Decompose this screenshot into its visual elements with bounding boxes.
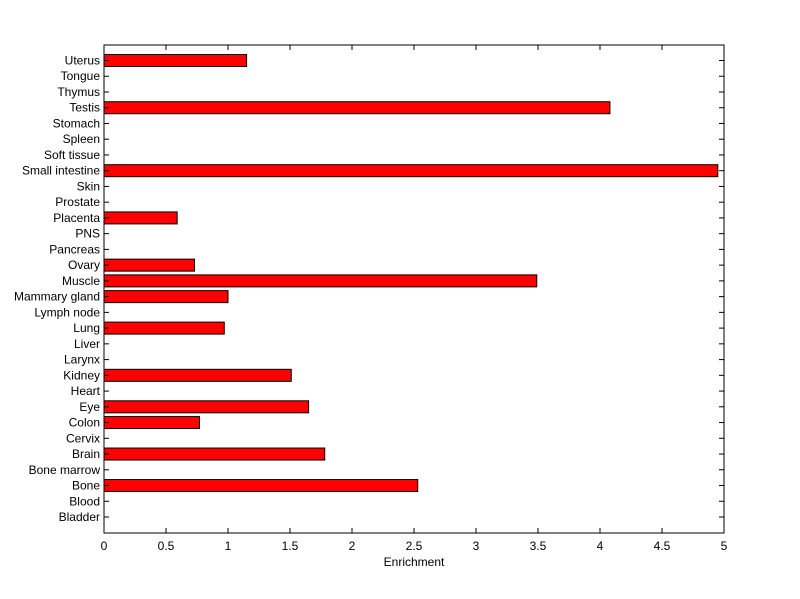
bar-testis: [103, 101, 611, 115]
y-tick-label: Colon: [69, 416, 100, 430]
bar-colon: [103, 416, 200, 430]
bar-kidney: [103, 368, 292, 382]
x-axis-label: Enrichment: [384, 555, 445, 569]
y-tick-label: Lung: [73, 321, 100, 335]
x-tick-label: 5: [721, 539, 728, 553]
x-tick-label: 1.5: [282, 539, 299, 553]
y-tick-label: Soft tissue: [44, 148, 100, 162]
bar-bone: [103, 479, 419, 493]
x-ticks-group: 0 0.5 1 1.5 2 2.5 3 3.5 4 4.5 5: [101, 45, 728, 553]
y-tick-label: Muscle: [62, 274, 100, 288]
y-tick-label: Tongue: [61, 69, 101, 83]
y-tick-label: Cervix: [66, 431, 100, 445]
bar-brain: [103, 447, 326, 461]
y-tick-label: Lymph node: [34, 305, 100, 319]
y-tick-label: Spleen: [63, 132, 100, 146]
y-tick-label: Kidney: [63, 368, 100, 382]
y-tick-label: Prostate: [55, 195, 100, 209]
y-tick-label: Eye: [79, 400, 100, 414]
y-tick-label: Bladder: [59, 510, 100, 524]
bar-ovary: [103, 258, 196, 272]
x-tick-label: 3: [473, 539, 480, 553]
bar-placenta: [103, 211, 178, 225]
y-tick-label: Bone: [72, 479, 100, 493]
y-tick-label: Bone marrow: [29, 463, 101, 477]
bar-muscle: [103, 274, 538, 288]
y-tick-label: Mammary gland: [14, 290, 100, 304]
y-tick-label: Placenta: [53, 211, 100, 225]
y-tick-label: Brain: [72, 447, 100, 461]
y-tick-label: Pancreas: [49, 242, 100, 256]
bar-lung: [103, 321, 225, 335]
x-tick-label: 4.5: [654, 539, 671, 553]
x-tick-label: 2.5: [406, 539, 423, 553]
y-tick-label: Larynx: [64, 353, 100, 367]
y-tick-label: Small intestine: [22, 164, 100, 178]
y-tick-label: Ovary: [68, 258, 100, 272]
y-tick-label: Stomach: [53, 116, 100, 130]
y-tick-label: Uterus: [65, 54, 100, 68]
y-tick-label: Thymus: [57, 85, 100, 99]
x-tick-label: 2: [349, 539, 356, 553]
bar-small-intestine: [103, 164, 719, 178]
x-tick-label: 4: [597, 539, 604, 553]
x-tick-label: 1: [225, 539, 232, 553]
plot-frame: [103, 44, 725, 534]
bar-mammary-gland: [103, 290, 229, 304]
y-tick-label: PNS: [75, 227, 100, 241]
y-tick-label: Liver: [74, 337, 100, 351]
y-tick-label: Testis: [69, 101, 100, 115]
bar-uterus: [103, 54, 248, 67]
bar-eye: [103, 400, 310, 414]
y-tick-label: Heart: [71, 384, 101, 398]
y-tick-label: Skin: [77, 179, 100, 193]
x-tick-label: 0.5: [158, 539, 175, 553]
x-tick-label: 3.5: [530, 539, 547, 553]
x-tick-label: 0: [101, 539, 108, 553]
y-tick-label: Blood: [69, 494, 100, 508]
